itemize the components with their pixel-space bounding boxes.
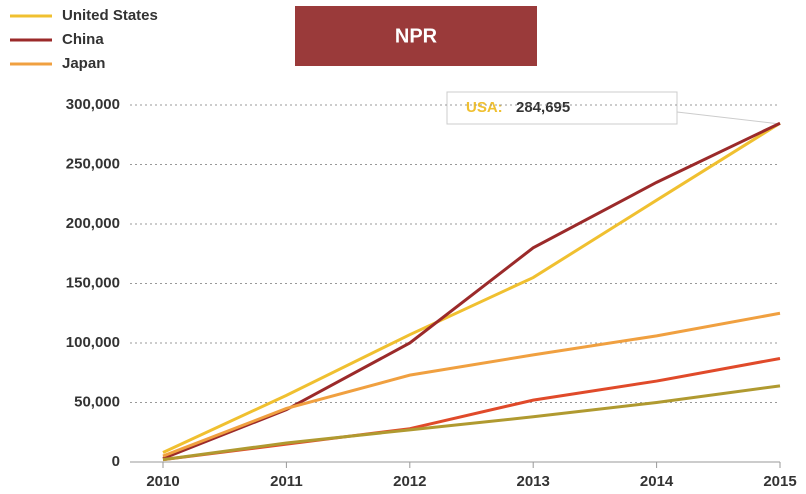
annotation-box	[446, 91, 678, 125]
y-tick-label: 50,000	[74, 393, 120, 410]
y-tick-label: 150,000	[66, 274, 120, 291]
x-tick-label: 2014	[640, 473, 674, 490]
legend-label: United States	[62, 7, 158, 24]
series-line	[162, 384, 781, 462]
x-tick-label: 2013	[517, 473, 550, 490]
badge-box	[295, 6, 537, 66]
y-tick-label: 200,000	[66, 215, 120, 232]
y-tick-label: 100,000	[66, 334, 120, 351]
y-tick-label: 300,000	[66, 96, 120, 113]
x-tick-label: 2015	[763, 473, 796, 490]
annotation-label: USA:	[466, 99, 503, 116]
x-tick-label: 2011	[270, 473, 303, 490]
legend-label: China	[62, 31, 104, 48]
legend-label: Japan	[62, 55, 105, 72]
annotation-text: 284,695	[516, 99, 570, 116]
badge: NPR	[395, 25, 438, 47]
y-tick-label: 250,000	[66, 155, 120, 172]
x-tick-label: 2010	[146, 473, 179, 490]
annotation-pointer	[676, 111, 781, 125]
x-tick-label: 2012	[393, 473, 426, 490]
y-tick-label: 0	[112, 453, 120, 470]
series-line	[162, 311, 781, 458]
series-line	[162, 121, 781, 454]
